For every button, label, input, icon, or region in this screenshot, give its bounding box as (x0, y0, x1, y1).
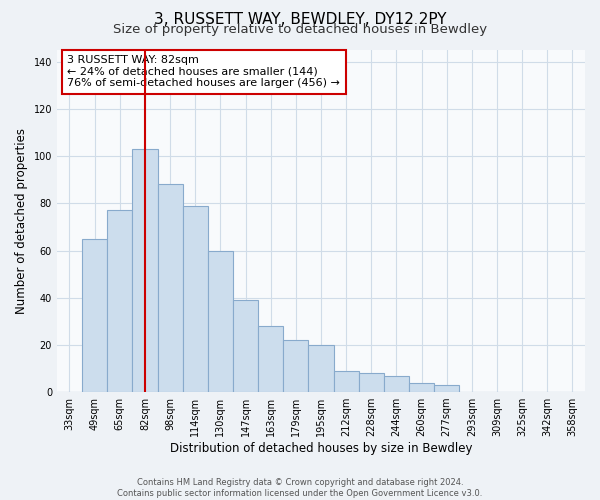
Text: Contains HM Land Registry data © Crown copyright and database right 2024.
Contai: Contains HM Land Registry data © Crown c… (118, 478, 482, 498)
Bar (308, 345, 334, 392)
Y-axis label: Number of detached properties: Number of detached properties (15, 128, 28, 314)
Text: 3 RUSSETT WAY: 82sqm
← 24% of detached houses are smaller (144)
76% of semi-deta: 3 RUSSETT WAY: 82sqm ← 24% of detached h… (67, 55, 340, 88)
Bar (233, 300, 258, 392)
Bar (133, 149, 158, 392)
Bar (82, 238, 107, 392)
Bar (434, 385, 459, 392)
X-axis label: Distribution of detached houses by size in Bewdley: Distribution of detached houses by size … (170, 442, 472, 455)
Bar (283, 340, 308, 392)
Bar (182, 206, 208, 392)
Bar (258, 326, 283, 392)
Bar (409, 382, 434, 392)
Text: 3, RUSSETT WAY, BEWDLEY, DY12 2PY: 3, RUSSETT WAY, BEWDLEY, DY12 2PY (154, 12, 446, 28)
Bar (334, 371, 359, 392)
Text: Size of property relative to detached houses in Bewdley: Size of property relative to detached ho… (113, 22, 487, 36)
Bar (384, 376, 409, 392)
Bar (107, 210, 133, 392)
Bar (158, 184, 182, 392)
Bar (359, 373, 384, 392)
Bar (208, 250, 233, 392)
